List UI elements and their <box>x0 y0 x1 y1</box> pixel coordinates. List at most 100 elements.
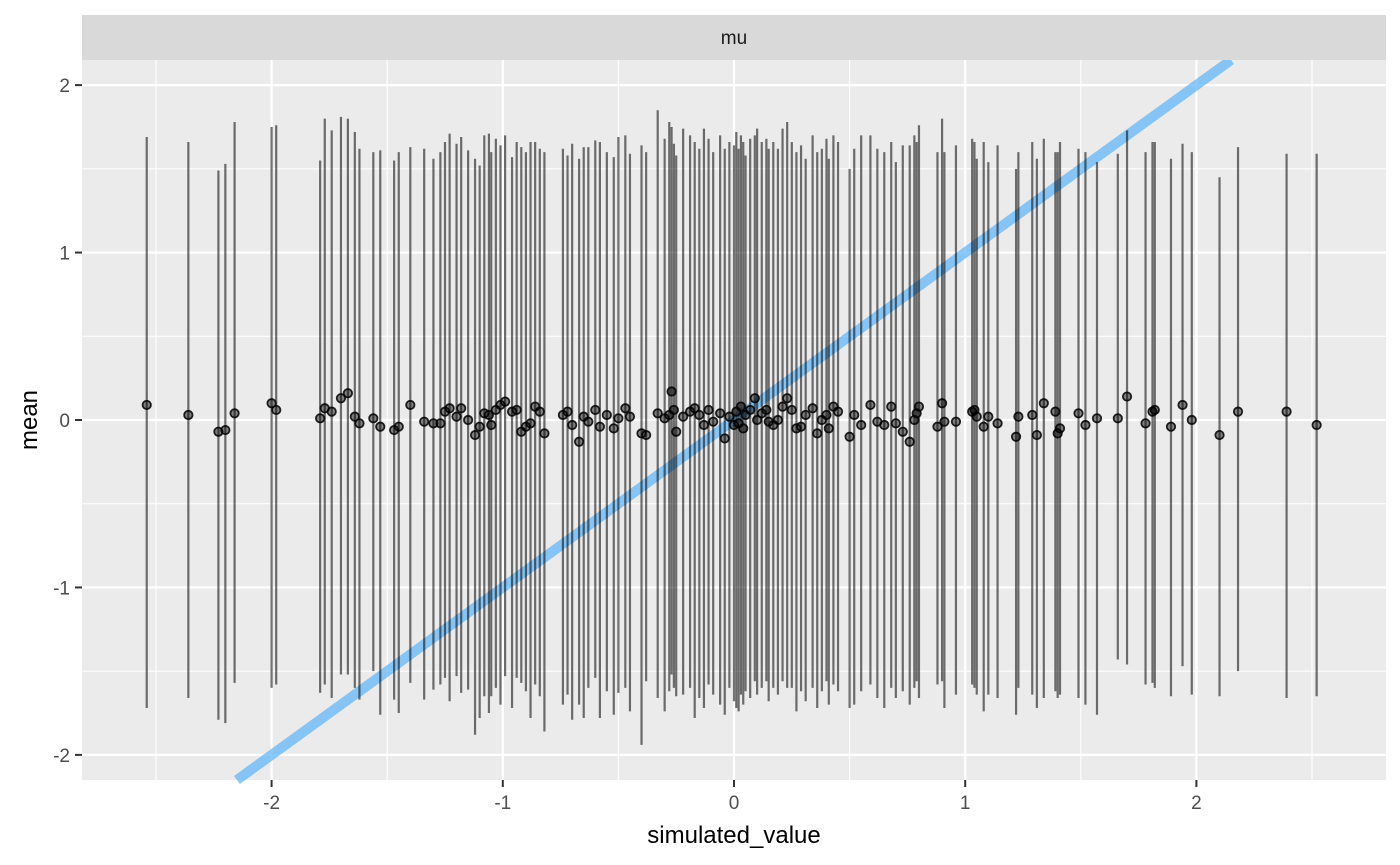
data-point <box>474 421 485 432</box>
data-point <box>823 423 834 434</box>
data-point <box>141 399 152 411</box>
data-point <box>500 396 511 407</box>
data-point <box>266 398 277 409</box>
data-point <box>444 403 455 414</box>
data-point <box>315 413 326 424</box>
y-tick-label: 1 <box>59 244 70 265</box>
data-point <box>342 388 353 399</box>
data-point <box>486 419 497 431</box>
data-point <box>451 411 462 422</box>
data-point <box>715 408 726 419</box>
data-point <box>913 401 925 412</box>
data-point <box>678 411 689 422</box>
data-point <box>1140 418 1151 429</box>
y-tick-label: 0 <box>59 411 70 432</box>
data-point <box>583 416 594 427</box>
data-point <box>668 404 679 416</box>
data-point <box>1054 423 1066 434</box>
data-point <box>562 406 573 417</box>
data-point <box>1232 406 1244 417</box>
data-point <box>539 428 550 439</box>
data-point <box>856 419 867 431</box>
y-axis-title: mean <box>16 390 43 450</box>
data-point <box>1177 399 1188 411</box>
data-point <box>613 413 624 424</box>
data-point <box>795 421 807 432</box>
data-point <box>786 404 797 416</box>
data-point <box>936 398 948 409</box>
data-point <box>354 418 365 429</box>
data-point <box>405 399 416 411</box>
data-point <box>703 404 714 416</box>
data-point <box>1073 408 1084 419</box>
data-point <box>1281 406 1292 417</box>
data-point <box>601 409 612 421</box>
y-tick-label: -1 <box>53 578 70 599</box>
x-tick-label: -1 <box>494 793 511 814</box>
data-point <box>745 404 756 416</box>
data-point <box>1050 406 1061 417</box>
y-tick-label: -2 <box>53 746 70 767</box>
data-point <box>671 426 682 437</box>
data-point <box>608 423 619 434</box>
data-point <box>971 411 982 422</box>
data-point <box>271 404 282 416</box>
data-point <box>777 401 788 412</box>
data-point <box>821 409 832 421</box>
x-tick-label: 0 <box>729 793 740 814</box>
data-points <box>141 386 1322 447</box>
data-point <box>483 409 495 421</box>
data-point <box>220 424 231 436</box>
data-point <box>1311 419 1322 431</box>
data-point <box>897 426 908 437</box>
data-point <box>890 418 901 429</box>
data-point <box>904 436 915 447</box>
x-axis: -2 -1 0 1 2 <box>263 780 1202 814</box>
data-point <box>620 403 631 414</box>
data-point <box>435 418 446 429</box>
data-point <box>749 393 760 404</box>
data-point <box>738 423 749 434</box>
x-tick-label: 1 <box>960 793 971 814</box>
data-point <box>719 433 730 444</box>
data-point <box>393 421 404 432</box>
data-point <box>992 418 1003 429</box>
data-point <box>229 408 240 419</box>
data-point <box>349 411 360 422</box>
data-point <box>525 418 536 429</box>
y-tick-label: 2 <box>59 76 70 97</box>
data-point <box>689 403 700 414</box>
data-point <box>652 408 663 419</box>
data-point <box>978 421 989 432</box>
data-point <box>752 414 763 426</box>
data-point <box>419 416 430 427</box>
data-point <box>590 404 601 416</box>
data-point <box>1165 421 1177 432</box>
data-point <box>1027 409 1038 421</box>
data-point <box>782 393 793 404</box>
facet-strip-background <box>82 15 1386 60</box>
data-point <box>666 386 677 397</box>
data-point <box>800 409 811 421</box>
data-point <box>1013 411 1024 422</box>
data-point <box>567 419 578 431</box>
data-point <box>807 403 818 414</box>
y-axis: -2 -1 0 1 2 <box>53 76 82 767</box>
data-point <box>735 401 747 412</box>
data-point <box>724 411 735 422</box>
data-point <box>1080 419 1091 431</box>
data-point <box>772 414 784 426</box>
data-point <box>1052 428 1063 439</box>
x-tick-label: 2 <box>1191 793 1202 814</box>
data-point <box>1010 431 1022 442</box>
data-point <box>694 409 705 421</box>
data-point <box>326 406 337 417</box>
data-point <box>594 421 606 432</box>
data-point <box>832 406 844 417</box>
data-point <box>641 429 652 441</box>
data-point <box>708 416 719 427</box>
x-axis-title: simulated_value <box>647 822 820 849</box>
data-point <box>1038 398 1049 409</box>
data-point <box>865 399 876 411</box>
